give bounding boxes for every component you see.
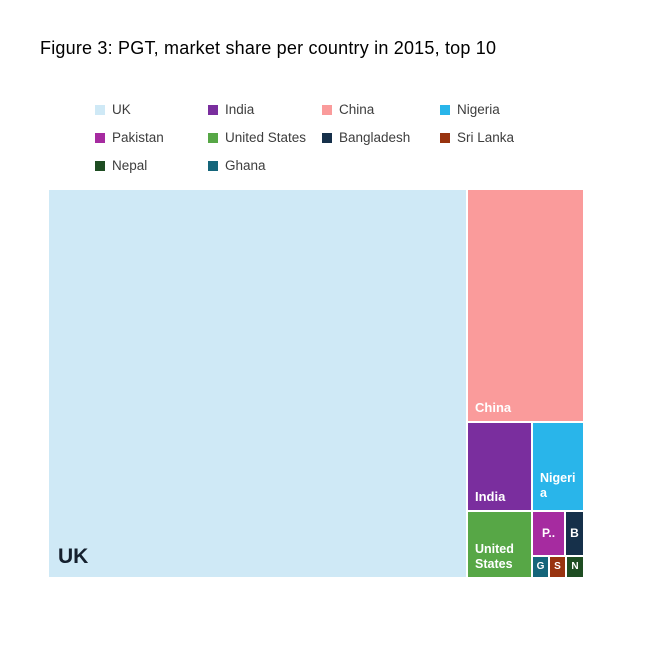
- legend-label-ghana: Ghana: [225, 158, 266, 173]
- treemap-cell-pakistan: P..: [533, 512, 564, 555]
- treemap-cell-label-china: China: [475, 400, 512, 416]
- legend-item-united-states: United States: [208, 130, 322, 145]
- legend-swatch-india: [208, 104, 218, 115]
- legend-label-sri-lanka: Sri Lanka: [457, 130, 515, 145]
- legend-item-china: China: [322, 102, 440, 117]
- treemap-cell-nepal: N: [567, 557, 583, 577]
- legend-item-uk: UK: [95, 102, 208, 117]
- treemap-cell-sri-lanka: S: [550, 557, 565, 577]
- treemap-cell-label-nigeria: Nigeria: [540, 471, 576, 500]
- legend-swatch-bangladesh: [322, 132, 332, 143]
- legend-label-pakistan: Pakistan: [112, 130, 164, 145]
- legend-swatch-uk: [95, 104, 105, 115]
- treemap: UK China India Nigeria United States P..…: [49, 190, 583, 577]
- treemap-cell-label-bangladesh: B: [570, 525, 579, 540]
- treemap-cell-label-nepal: N: [571, 561, 579, 573]
- treemap-cell-label-sri-lanka: S: [554, 561, 561, 573]
- legend-item-bangladesh: Bangladesh: [322, 130, 440, 145]
- legend-swatch-sri-lanka: [440, 132, 450, 143]
- treemap-cell-india: India: [468, 423, 531, 510]
- legend-swatch-china: [322, 104, 332, 115]
- treemap-cell-ghana: G: [533, 557, 548, 577]
- legend-label-nigeria: Nigeria: [457, 102, 500, 117]
- legend: UK India China Nigeria Pakistan United S…: [95, 102, 575, 173]
- legend-item-nepal: Nepal: [95, 158, 208, 173]
- treemap-cell-uk: UK: [49, 190, 466, 577]
- treemap-cell-label-united-states: United States: [475, 542, 514, 571]
- legend-swatch-nepal: [95, 160, 105, 171]
- legend-label-bangladesh: Bangladesh: [339, 130, 411, 145]
- legend-label-india: India: [225, 102, 255, 117]
- treemap-cell-label-pakistan: P..: [541, 525, 556, 540]
- legend-swatch-pakistan: [95, 132, 105, 143]
- legend-item-pakistan: Pakistan: [95, 130, 208, 145]
- treemap-cell-nigeria: Nigeria: [533, 423, 583, 510]
- treemap-cell-label-ghana: G: [536, 561, 545, 573]
- treemap-cell-label-india: India: [475, 489, 506, 505]
- legend-swatch-united-states: [208, 132, 218, 143]
- legend-label-nepal: Nepal: [112, 158, 148, 173]
- legend-swatch-nigeria: [440, 104, 450, 115]
- legend-label-united-states: United States: [225, 130, 307, 145]
- legend-item-nigeria: Nigeria: [440, 102, 575, 117]
- treemap-cell-bangladesh: B: [566, 512, 583, 555]
- treemap-cell-china: China: [468, 190, 583, 421]
- legend-label-china: China: [339, 102, 375, 117]
- legend-label-uk: UK: [112, 102, 131, 117]
- legend-item-ghana: Ghana: [208, 158, 322, 173]
- figure-title: Figure 3: PGT, market share per country …: [40, 38, 497, 58]
- treemap-cell-label-uk: UK: [58, 544, 89, 568]
- legend-swatch-ghana: [208, 160, 218, 171]
- legend-item-sri-lanka: Sri Lanka: [440, 130, 575, 145]
- treemap-cell-united-states: United States: [468, 512, 531, 577]
- legend-item-india: India: [208, 102, 322, 117]
